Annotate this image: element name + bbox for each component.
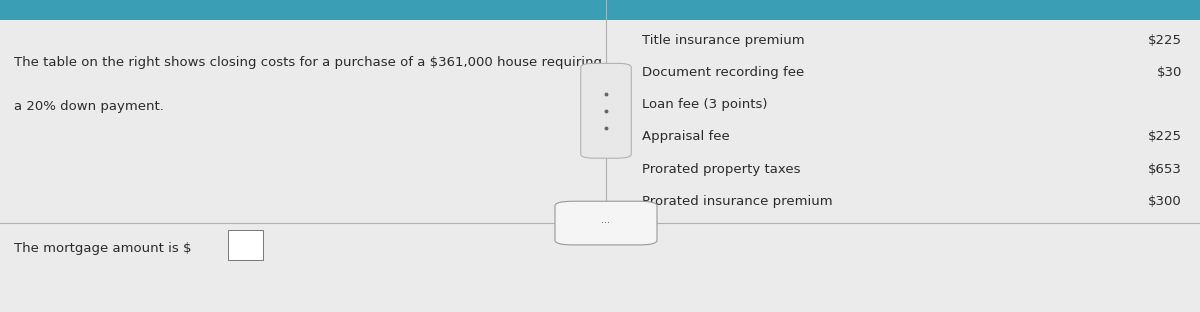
Text: $300: $300 <box>1148 195 1182 208</box>
FancyBboxPatch shape <box>581 63 631 158</box>
Text: Document recording fee: Document recording fee <box>642 66 804 79</box>
Bar <box>0 0 1200 20</box>
Text: Prorated property taxes: Prorated property taxes <box>642 163 800 176</box>
Text: Appraisal fee: Appraisal fee <box>642 130 730 144</box>
Text: a 20% down payment.: a 20% down payment. <box>14 100 164 113</box>
Text: The mortgage amount is $: The mortgage amount is $ <box>14 242 192 255</box>
Text: Loan fee (3 points): Loan fee (3 points) <box>642 98 768 111</box>
Text: $653: $653 <box>1148 163 1182 176</box>
Text: Title insurance premium: Title insurance premium <box>642 34 805 47</box>
Text: $225: $225 <box>1148 34 1182 47</box>
Text: $30: $30 <box>1157 66 1182 79</box>
Text: $225: $225 <box>1148 130 1182 144</box>
Text: ···: ··· <box>601 218 611 228</box>
Text: Prorated insurance premium: Prorated insurance premium <box>642 195 833 208</box>
FancyBboxPatch shape <box>228 230 263 260</box>
FancyBboxPatch shape <box>554 201 658 245</box>
Text: The table on the right shows closing costs for a purchase of a $361,000 house re: The table on the right shows closing cos… <box>14 56 602 69</box>
